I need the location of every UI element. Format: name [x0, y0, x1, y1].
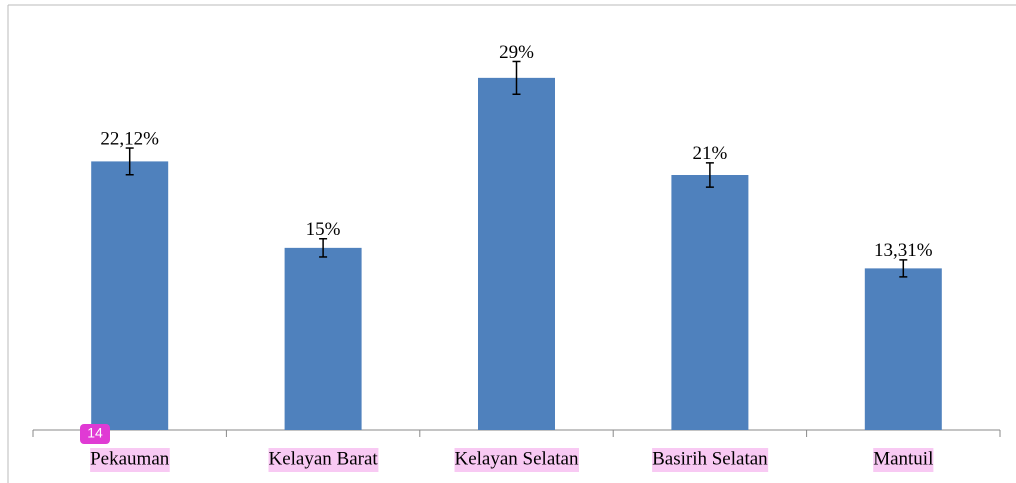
- error-bar: [125, 147, 134, 176]
- error-bar: [899, 259, 908, 278]
- error-bar: [319, 238, 328, 258]
- x-tick-label: Pekauman: [90, 448, 170, 469]
- bar: [284, 247, 362, 430]
- label-highlight: [268, 448, 379, 472]
- bar: [864, 268, 942, 430]
- annotation-badge: [80, 424, 110, 444]
- label-highlight: [873, 448, 934, 472]
- bar: [671, 175, 749, 430]
- value-label: 21%: [692, 143, 727, 164]
- x-tick-label: Kelayan Selatan: [455, 448, 579, 469]
- error-bar: [705, 162, 714, 188]
- annotation-text: 14: [87, 425, 103, 441]
- label-highlight: [454, 448, 579, 472]
- x-tick-label: Mantuil: [873, 448, 933, 469]
- value-label: 15%: [306, 219, 341, 240]
- error-bar: [512, 60, 521, 95]
- bar: [91, 161, 169, 430]
- x-tick-label: Basirih Selatan: [652, 448, 768, 469]
- value-label: 13,31%: [874, 240, 933, 261]
- x-tick-label: Kelayan Barat: [268, 448, 378, 469]
- value-label: 29%: [499, 42, 534, 63]
- bar: [478, 77, 555, 430]
- value-label: 22,12%: [100, 128, 159, 149]
- label-highlight: [652, 448, 769, 472]
- label-highlight: [90, 448, 170, 472]
